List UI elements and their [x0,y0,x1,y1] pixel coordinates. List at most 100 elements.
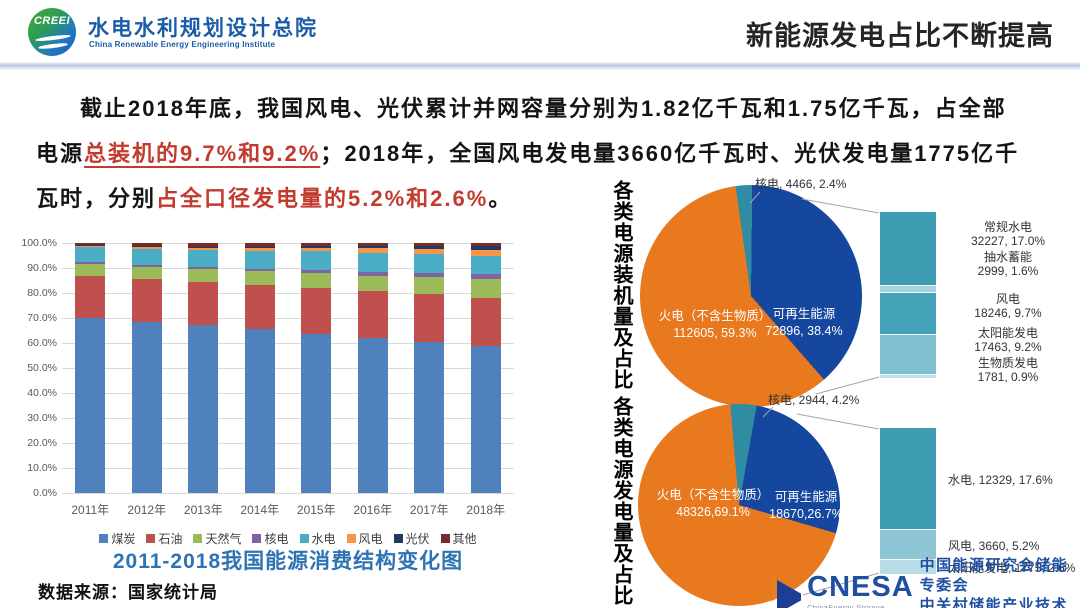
bar-segment-风电 [244,247,275,251]
gridline [62,318,514,319]
body-paragraph: 截止2018年底，我国风电、光伏累计并网容量分别为1.82亿千瓦和1.75亿千瓦… [36,86,1048,221]
bar-segment-光伏 [414,246,445,249]
bar-segment-其他 [301,243,332,247]
label-value: 17463, 9.2% [974,340,1042,354]
bar-segment-天然气 [357,275,388,291]
label-name: 太阳能发电 [977,326,1038,340]
label-value: 18246, 9.7% [974,306,1042,320]
bar-segment-煤炭 [244,328,275,493]
label-name: 生物质发电 [977,356,1038,370]
slide-title: 新能源发电占比不断提高 [746,21,1054,51]
bar-segment-光伏 [357,246,388,249]
para-highlight-1: 总装机的9.7%和9.2% [84,141,321,166]
pie1-renewable-value: 72896, 38.4% [765,324,843,338]
pie2-side-label: 各类电源发电量及占比 [610,396,632,606]
breakout-segment-风电 [880,292,936,335]
y-tick-label: 60.0% [27,337,57,349]
bar-segment-石油 [470,298,501,346]
logo-wave-icon [37,42,69,50]
bar-segment-石油 [75,275,106,318]
pie2-breakout-label-hydro: 水电, 12329, 17.6% [948,473,1053,487]
pie2-thermal-name: 火电（不含生物质） [656,488,770,502]
bar-segment-其他 [357,243,388,247]
bar-segment-石油 [131,279,162,322]
x-tick-label: 2017年 [409,503,449,517]
bar-segment-其他 [188,243,219,247]
bar-segment-风电 [75,245,106,247]
cnesa-wordmark: CNESA ChinaEnergy Storage Alliance [807,573,914,608]
pie2-breakout-label-solar: 太阳能发电, 1775, 2.6% [948,561,1076,575]
bar-segment-天然气 [470,278,501,299]
bar-segment-天然气 [414,277,445,295]
bar-segment-石油 [301,287,332,334]
bar-segment-核电 [414,272,445,277]
gridline [62,443,514,444]
bar-segment-风电 [301,247,332,252]
legend-item-石油: 石油 [146,530,182,547]
bar-segment-煤炭 [301,333,332,493]
breakout-segment-抽水蓄能 [880,285,936,293]
pie2-renewable-value: 18670,26.7% [769,507,843,521]
bar-segment-风电 [131,246,162,249]
legend-item-风电: 风电 [346,530,383,547]
bar-segment-光伏 [301,246,332,248]
label-name: 常规水电 [983,220,1032,234]
cnesa-line1: 中国能源研究会储能专委会 [919,557,1069,594]
pie2-breakout-bar [880,428,936,574]
legend-label: 天然气 [205,532,242,546]
legend-item-其他: 其他 [440,530,477,547]
bar-segment-煤炭 [75,317,106,493]
gridline [62,268,514,269]
para-line3-post: 。 [488,186,513,211]
logo-wave-icon [34,33,72,43]
label-value: 32227, 17.0% [970,234,1046,248]
header-divider [0,62,1080,70]
legend-item-光伏: 光伏 [393,530,430,547]
bar-segment-核电 [470,273,501,279]
label-name: 抽水蓄能 [983,250,1032,264]
header: CREEI 水电水利规划设计总院 China Renewable Energy … [0,0,1080,62]
bar-segment-煤炭 [414,341,445,493]
bar-segment-其他 [244,243,275,247]
x-tick-label: 2013年 [183,503,223,517]
para-line2-pre: 电源 [36,141,85,166]
pie1-installed-capacity [640,185,862,407]
gridline [62,418,514,419]
bar-segment-石油 [188,281,219,325]
legend-swatch [440,534,450,543]
breakout-segment-风电 [880,529,936,560]
bar-segment-风电 [470,249,501,256]
legend-label: 其他 [452,532,477,546]
bar-segment-水电 [414,254,445,273]
bar-segment-核电 [131,265,162,268]
bar-segment-天然气 [244,271,275,286]
bar-segment-石油 [244,285,275,329]
legend-item-核电: 核电 [252,530,289,547]
bar-segment-煤炭 [470,345,501,493]
para-line1: 截止2018年底，我国风电、光伏累计并网容量分别为1.82亿千瓦和1.75亿千瓦… [80,96,1007,121]
pie2-thermal-label: 火电（不含生物质） 48326,69.1% [638,487,788,521]
cnesa-acronym: CNESA [807,571,914,603]
label-value: 2999, 1.6% [977,264,1039,278]
bar-segment-水电 [357,252,388,272]
bar-segment-石油 [414,294,445,342]
bar-segment-水电 [301,251,332,270]
bar-segment-核电 [244,268,275,272]
bar-segment-天然气 [301,273,332,288]
gridline [62,393,514,394]
bar-segment-光伏 [244,246,275,248]
gridline [62,293,514,294]
y-tick-label: 80.0% [27,287,57,299]
cnesa-line2: 中关村储能产业技术联盟 [919,597,1069,608]
bar-chart-title: 2011-2018我国能源消费结构变化图 [112,550,464,573]
bar-segment-天然气 [131,267,162,280]
pie1-renewable-label: 可再生能源 72896, 38.4% [748,306,860,340]
y-tick-label: 20.0% [27,437,57,449]
y-tick-label: 100.0% [21,237,57,249]
pie1-breakout-label-biomass: 生物质发电 1781, 0.9% [942,356,1074,384]
bar-segment-其他 [414,243,445,247]
legend-swatch [346,534,356,543]
cnesa-logo: CNESA ChinaEnergy Storage Alliance 中国能源研… [772,556,1080,608]
bar-segment-其他 [131,243,162,247]
para-line3-pre: 瓦时，分别 [36,186,157,211]
